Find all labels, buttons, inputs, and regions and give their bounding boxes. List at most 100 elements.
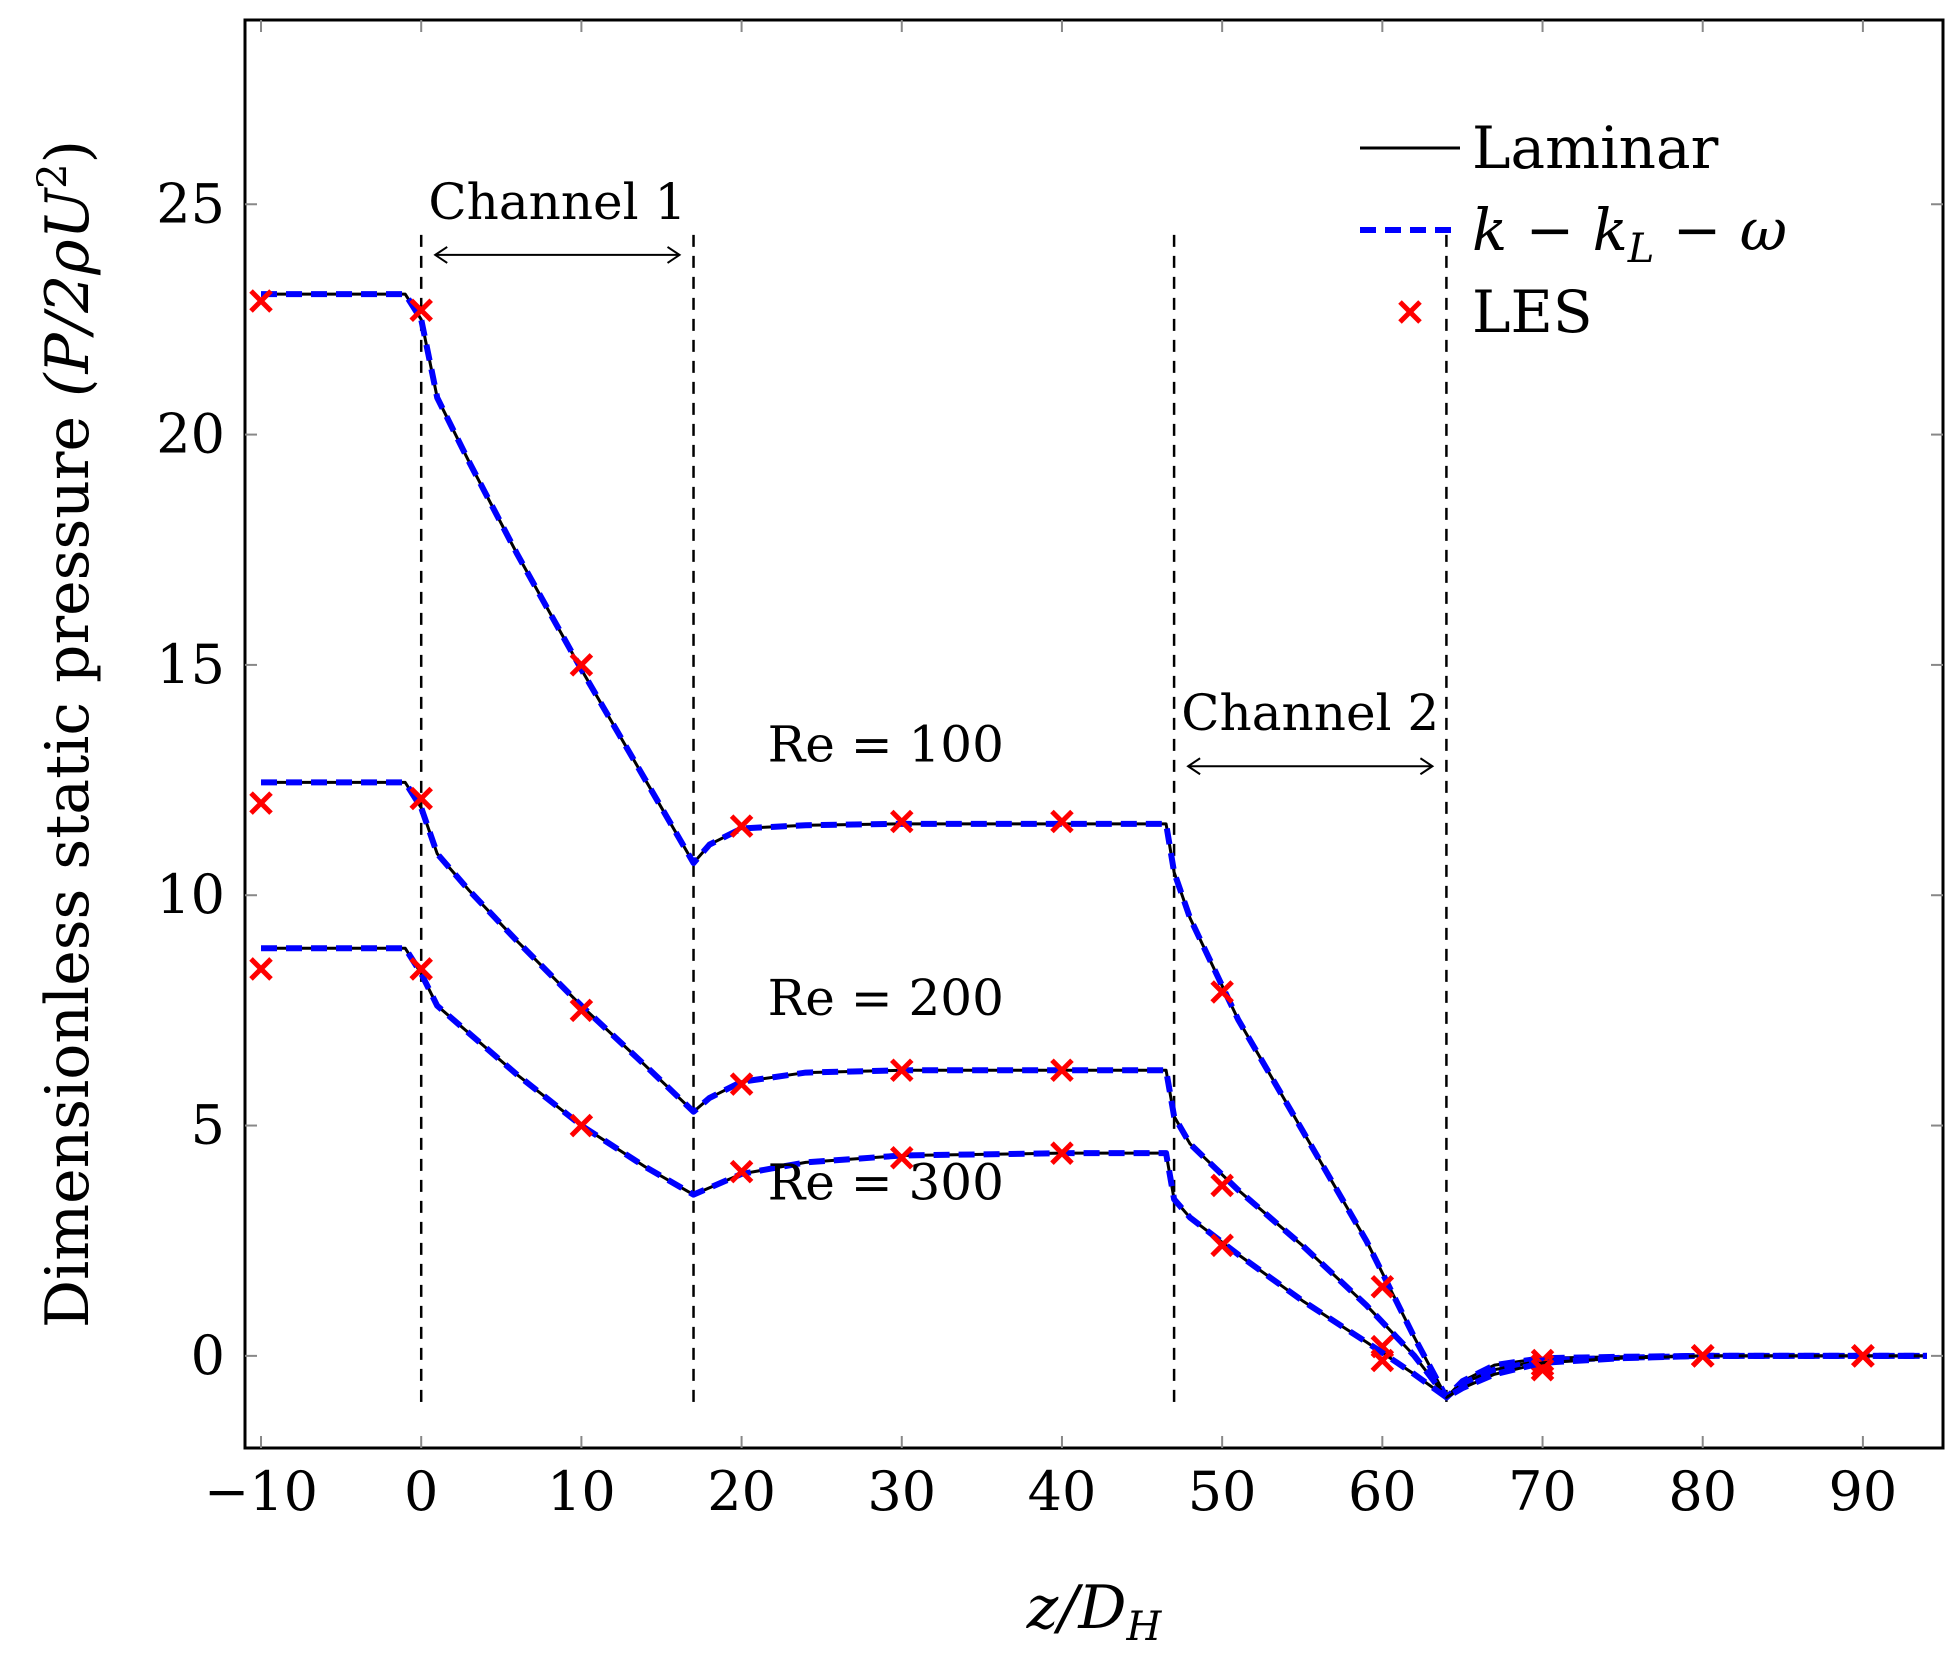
plot-frame [243, 18, 1945, 1450]
re-label: Re = 300 [768, 1153, 1004, 1211]
les-marker [409, 298, 433, 322]
les-marker [569, 653, 594, 677]
les-marker-stroke [1210, 1173, 1234, 1198]
x-tick-label: 30 [867, 1460, 936, 1523]
les-marker [569, 998, 594, 1023]
x-axis-title: z/DH [1026, 1573, 1163, 1650]
data-series [249, 289, 1927, 1401]
legend-entry: LES [1398, 278, 1593, 346]
les-marker-stroke [249, 791, 273, 815]
les-marker-stroke [409, 298, 433, 322]
les-marker-stroke [1851, 1344, 1875, 1368]
legend-entry: k − kL − ω [1360, 196, 1787, 272]
les-marker-stroke [569, 653, 594, 677]
re-label: Re = 200 [768, 969, 1004, 1027]
k-kl-omega-line [261, 291, 1927, 1401]
arrow-head-right [666, 246, 682, 264]
les-marker [729, 1159, 754, 1184]
les-marker [890, 1058, 914, 1083]
les-marker-stroke [1050, 1141, 1074, 1165]
les-marker-stroke [1690, 1344, 1715, 1368]
les-marker-stroke [729, 1159, 754, 1184]
legend-label: Laminar [1472, 114, 1719, 182]
legend-label: k − kL − ω [1472, 196, 1787, 272]
channel-label: Channel 2 [1181, 684, 1439, 742]
les-marker-stroke [890, 809, 914, 834]
y-axis-title: Dimensionless static pressure (P/2ρU2) [30, 140, 103, 1328]
les-marker [409, 786, 433, 811]
channel-span-arrow [433, 246, 682, 264]
channel-label: Channel 1 [428, 173, 686, 231]
legend-label: LES [1472, 278, 1593, 346]
axes: −10 0 10 20 30 40 50 60 70 80 90 0 5 10 15 20 25 z/DH Dime… [30, 18, 1945, 1650]
les-marker-stroke [409, 786, 433, 811]
x-tick-label: 20 [707, 1460, 776, 1523]
les-marker [1210, 1173, 1234, 1198]
les-marker [1690, 1344, 1715, 1368]
les-marker-stroke [1370, 1348, 1395, 1373]
les-marker-stroke [1210, 1233, 1234, 1258]
y-tick-label: 25 [156, 172, 225, 235]
les-marker-stroke [249, 289, 273, 313]
les-marker [1370, 1275, 1395, 1299]
arrow-head-left [433, 246, 448, 264]
les-marker [1050, 809, 1074, 834]
les-marker [890, 1146, 914, 1170]
channel-boundaries [419, 227, 1448, 1402]
les-marker-stroke [1210, 980, 1234, 1004]
les-marker [249, 289, 273, 313]
x-tick-label: 80 [1668, 1460, 1737, 1523]
les-marker [1370, 1348, 1395, 1373]
y-tick-label: 5 [191, 1094, 225, 1157]
arrow-head-left [1186, 757, 1201, 776]
les-marker [249, 957, 273, 981]
y-tick-label: 10 [156, 863, 225, 926]
les-marker [1530, 1353, 1555, 1377]
re-label: Re = 100 [768, 716, 1004, 774]
arrow-head-right [1419, 757, 1435, 776]
les-marker [729, 814, 754, 838]
y-tick-label: 0 [191, 1324, 225, 1387]
x-tick-label: 70 [1508, 1460, 1577, 1523]
les-marker [1050, 1058, 1074, 1083]
les-marker-stroke [1530, 1353, 1555, 1377]
channel-span-arrow [1186, 757, 1435, 776]
x-tick-label: 10 [547, 1460, 616, 1523]
x-tick-label: 90 [1829, 1460, 1898, 1523]
les-marker [1530, 1357, 1555, 1382]
les-marker [1851, 1344, 1875, 1368]
x-tick-label: 0 [404, 1460, 438, 1523]
les-marker [729, 1072, 754, 1096]
x-tick-label: 50 [1188, 1460, 1257, 1523]
les-marker-stroke [1530, 1357, 1555, 1382]
les-marker [1210, 980, 1234, 1004]
k-kl-omega-line [261, 779, 1927, 1401]
legend-entry: Laminar [1360, 114, 1719, 182]
les-marker-stroke [890, 1146, 914, 1170]
les-marker-stroke [729, 1072, 754, 1096]
les-marker [1050, 1141, 1074, 1165]
annotations: Channel 1 Channel 2 Re = 100 Re = 200 Re = 3… [428, 173, 1439, 1211]
y-tick-label: 20 [156, 403, 225, 466]
les-marker-stroke [409, 957, 433, 981]
les-marker-stroke [729, 814, 754, 838]
les-marker [409, 957, 433, 981]
les-marker-stroke [890, 1058, 914, 1083]
les-marker [1210, 1233, 1234, 1258]
les-marker [569, 1113, 594, 1138]
les-marker-stroke [569, 1113, 594, 1138]
laminar-line [261, 780, 1927, 1399]
les-marker [249, 791, 273, 815]
laminar-line [261, 292, 1927, 1399]
y-tick-label: 15 [156, 633, 225, 696]
laminar-line [261, 946, 1927, 1399]
les-marker-stroke [1050, 809, 1074, 834]
les-marker-stroke [1050, 1058, 1074, 1083]
x-tick-label: −10 [204, 1460, 318, 1523]
legend-swatch-les [1398, 300, 1422, 324]
les-marker-stroke [569, 998, 594, 1023]
les-marker [890, 809, 914, 834]
x-tick-label: 60 [1348, 1460, 1417, 1523]
